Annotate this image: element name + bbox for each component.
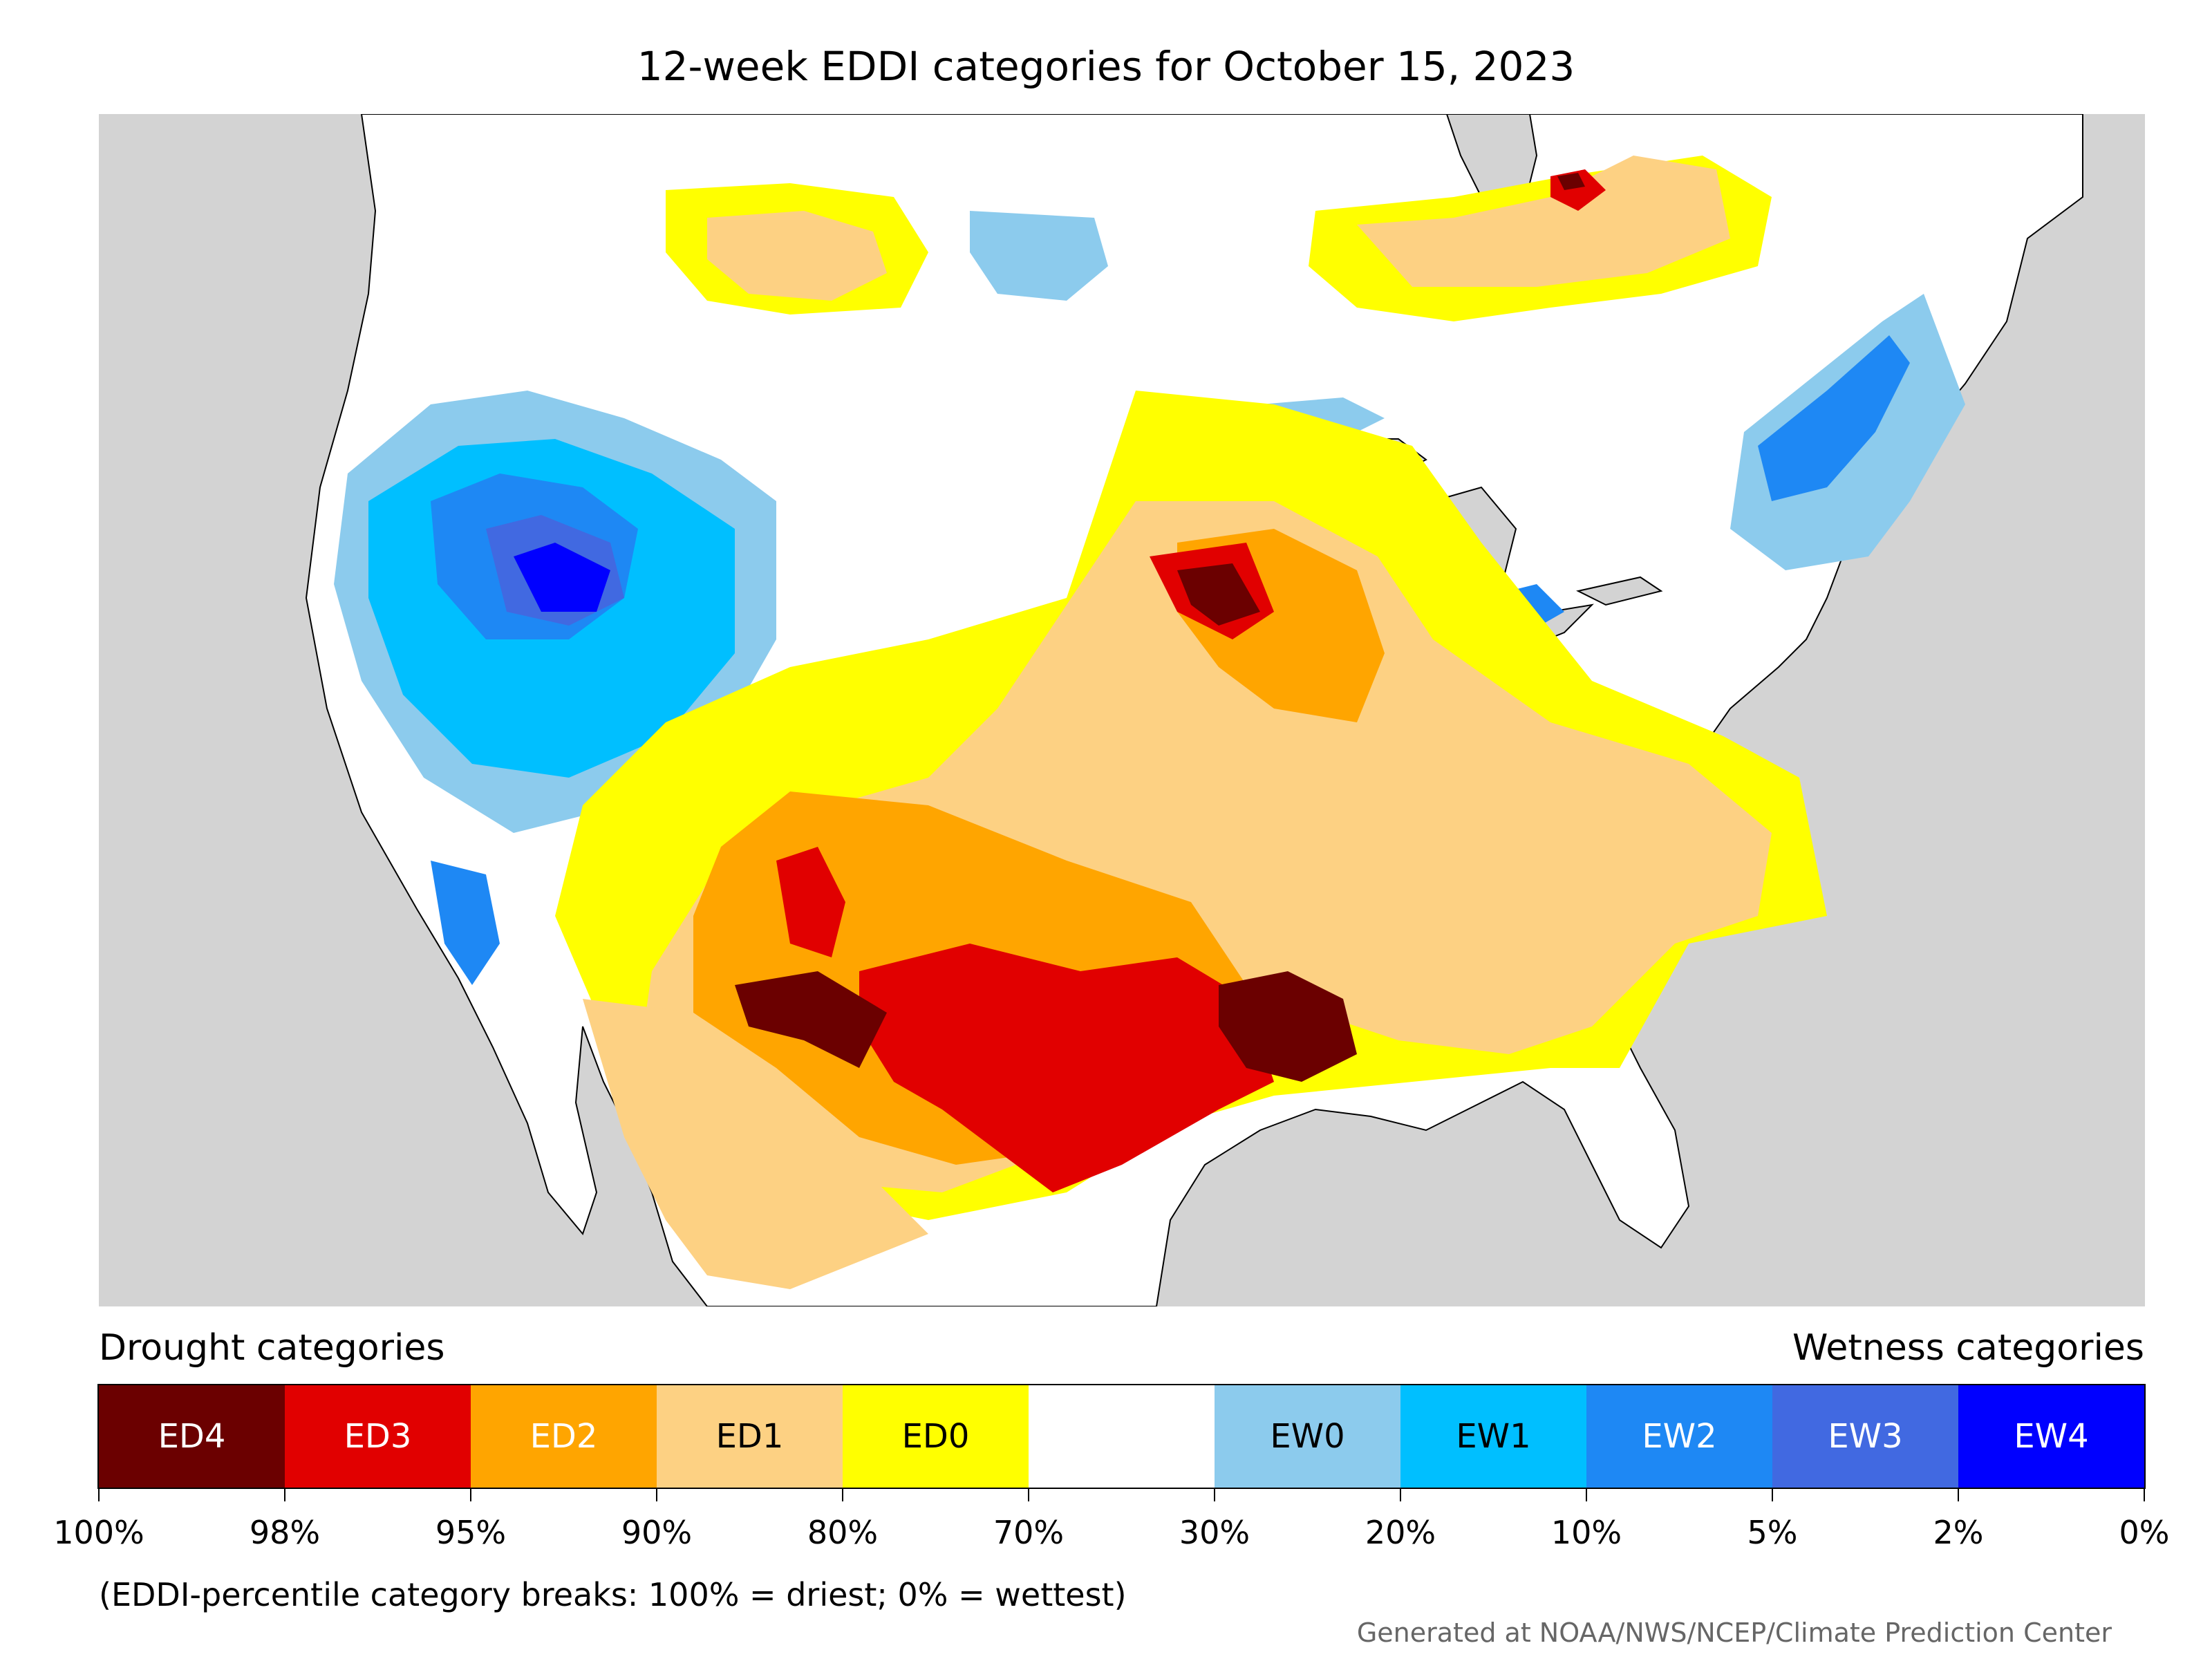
region-ew2-northeast (1758, 335, 1910, 501)
colorbar-tick-label: 10% (1550, 1514, 1622, 1551)
colorbar-tick-label: 0% (2119, 1514, 2170, 1551)
region-ew1-baja (431, 861, 500, 985)
region-ed3-texas (859, 944, 1274, 1192)
colorbar-tick (1958, 1488, 1959, 1501)
region-ed4-quebec (1557, 173, 1585, 190)
colorbar-tick-label: 2% (1933, 1514, 1984, 1551)
colorbar-tick-label: 98% (249, 1514, 321, 1551)
region-ed4-new-mexico (735, 971, 887, 1068)
colorbar-tick (470, 1488, 471, 1501)
colorbar-cell-ew1: EW1 (1400, 1385, 1586, 1488)
colorbar-tick-label: 95% (435, 1514, 507, 1551)
colorbar-cell-ew0: EW0 (1215, 1385, 1400, 1488)
colorbar: ED4 ED3 ED2 ED1 ED0 EW0 EW1 EW2 EW3 EW4 (97, 1384, 2146, 1489)
category-note: (EDDI-percentile category breaks: 100% =… (99, 1576, 1127, 1613)
lake-ontario (1576, 576, 1663, 606)
colorbar-tick (1400, 1488, 1401, 1501)
colorbar-tick-label: 30% (1179, 1514, 1250, 1551)
region-ed4-louisiana (1219, 971, 1357, 1082)
colorbar-cell-ed4: ED4 (99, 1385, 285, 1488)
colorbar-cell-ew4: EW4 (1958, 1385, 2144, 1488)
region-ed3-new-mexico (776, 847, 845, 957)
chart-title: 12-week EDDI categories for October 15, … (637, 43, 1575, 90)
region-ed1-saskatchewan (707, 211, 887, 301)
colorbar-tick (1586, 1488, 1587, 1501)
region-ew4-great-basin (514, 543, 610, 612)
region-ed1-ontario (1357, 156, 1730, 287)
colorbar-tick-label: 80% (807, 1514, 879, 1551)
wetness-categories-heading: Wetness categories (1792, 1327, 2144, 1369)
colorbar-tick-label: 70% (993, 1514, 1065, 1551)
colorbar-tick-label: 90% (621, 1514, 693, 1551)
colorbar-cell-ew2: EW2 (1586, 1385, 1772, 1488)
drought-categories-heading: Drought categories (99, 1327, 445, 1369)
credit-line: Generated at NOAA/NWS/NCEP/Climate Predi… (1356, 1618, 2112, 1648)
colorbar-tick (2144, 1488, 2145, 1501)
colorbar-tick (1028, 1488, 1029, 1501)
colorbar-tick (1772, 1488, 1773, 1501)
colorbar-cell-ed1: ED1 (657, 1385, 843, 1488)
colorbar-cell-ed2: ED2 (471, 1385, 657, 1488)
colorbar-tick-label: 5% (1747, 1514, 1798, 1551)
colorbar-cell-ew3: EW3 (1772, 1385, 1958, 1488)
colorbar-cell-ed3: ED3 (285, 1385, 471, 1488)
colorbar-tick (98, 1488, 100, 1501)
colorbar-tick (1214, 1488, 1215, 1501)
region-ed1-arizona-sonora (583, 999, 928, 1289)
colorbar-cell-neutral (1029, 1385, 1215, 1488)
colorbar-tick (656, 1488, 657, 1501)
colorbar-cell-ed0: ED0 (843, 1385, 1029, 1488)
colorbar-tick-label: 20% (1365, 1514, 1436, 1551)
region-ew1-montana (970, 211, 1108, 301)
region-ed4-iowa (1177, 563, 1260, 626)
eddi-map (99, 114, 2145, 1306)
colorbar-tick (842, 1488, 843, 1501)
colorbar-tick-label: 100% (53, 1514, 144, 1551)
colorbar-tick (284, 1488, 285, 1501)
